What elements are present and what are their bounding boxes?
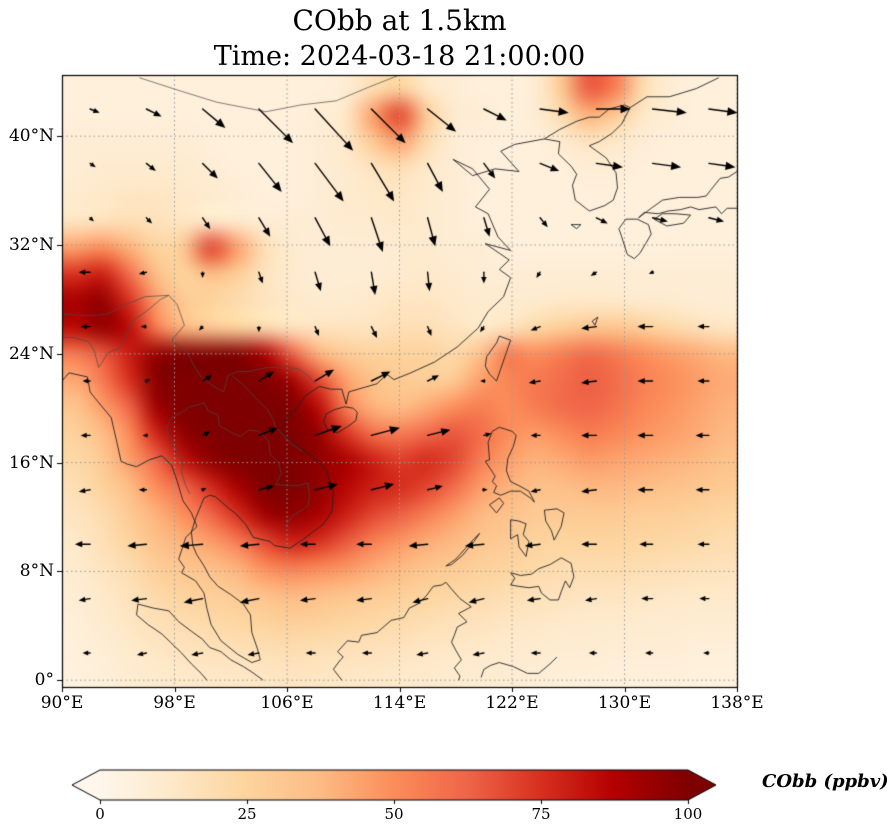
y-tick-label: 16°N: [8, 452, 54, 473]
y-tick-label: 40°N: [8, 126, 54, 147]
colorbar-tick-label: 50: [384, 805, 404, 823]
x-tick-label: 130°E: [597, 693, 652, 713]
x-tick-label: 106°E: [260, 693, 314, 713]
x-tick-label: 122°E: [485, 693, 539, 713]
chart-title: CObb at 1.5km: [292, 4, 507, 37]
colorbar-tick-label: 0: [95, 805, 105, 823]
x-tick-label: 90°E: [40, 693, 84, 713]
colorbar-tick-label: 100: [673, 805, 703, 823]
colorbar-tick-label: 25: [237, 805, 257, 823]
colorbar-tick-label: 75: [531, 805, 551, 823]
chart-subtitle: Time: 2024-03-18 21:00:00: [213, 41, 586, 72]
x-tick-label: 98°E: [153, 693, 196, 713]
x-tick-label: 114°E: [372, 693, 427, 713]
x-tick-label: 138°E: [710, 693, 764, 713]
y-tick-label: 0°: [34, 670, 54, 691]
y-tick-label: 32°N: [8, 235, 54, 255]
y-tick-label: 24°N: [8, 343, 54, 364]
y-tick-label: 8°N: [19, 561, 54, 582]
colorbar-label: CObb (ppbv): [762, 771, 887, 792]
